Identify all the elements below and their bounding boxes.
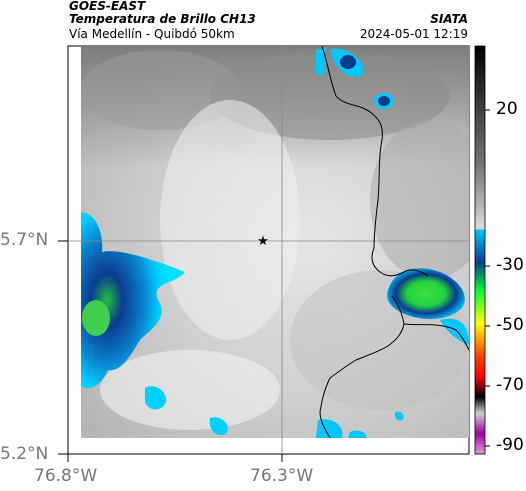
lat-label-upper: 5.7°N <box>0 230 49 250</box>
location-label: Vía Medellín - Quibdó 50km <box>69 27 235 41</box>
colorbar-label-m70: -70 <box>496 375 524 395</box>
colorbar-label-m90: -90 <box>496 435 524 455</box>
cold-cloud-right <box>387 268 465 320</box>
product-subtitle: Temperatura de Brillo CH13 <box>69 12 256 26</box>
cold-cloud-left <box>81 212 185 389</box>
lon-label-east: 76.3°W <box>250 466 314 486</box>
brightness-temperature-field <box>81 46 469 438</box>
department-border-east <box>403 323 470 351</box>
product-title: GOES-EAST <box>69 0 146 13</box>
colorbar-label-20: 20 <box>496 99 518 119</box>
lon-label-west: 76.8°W <box>34 466 98 486</box>
lat-label-lower: 5.2°N <box>0 444 49 464</box>
organization-label: SIATA <box>430 12 468 26</box>
star-icon: ★ <box>257 234 269 249</box>
colorbar-label-m50: -50 <box>496 315 524 335</box>
timestamp-label: 2024-05-01 12:19 <box>359 27 468 41</box>
colorbar-label-m30: -30 <box>496 255 524 275</box>
colorbar <box>474 45 486 455</box>
